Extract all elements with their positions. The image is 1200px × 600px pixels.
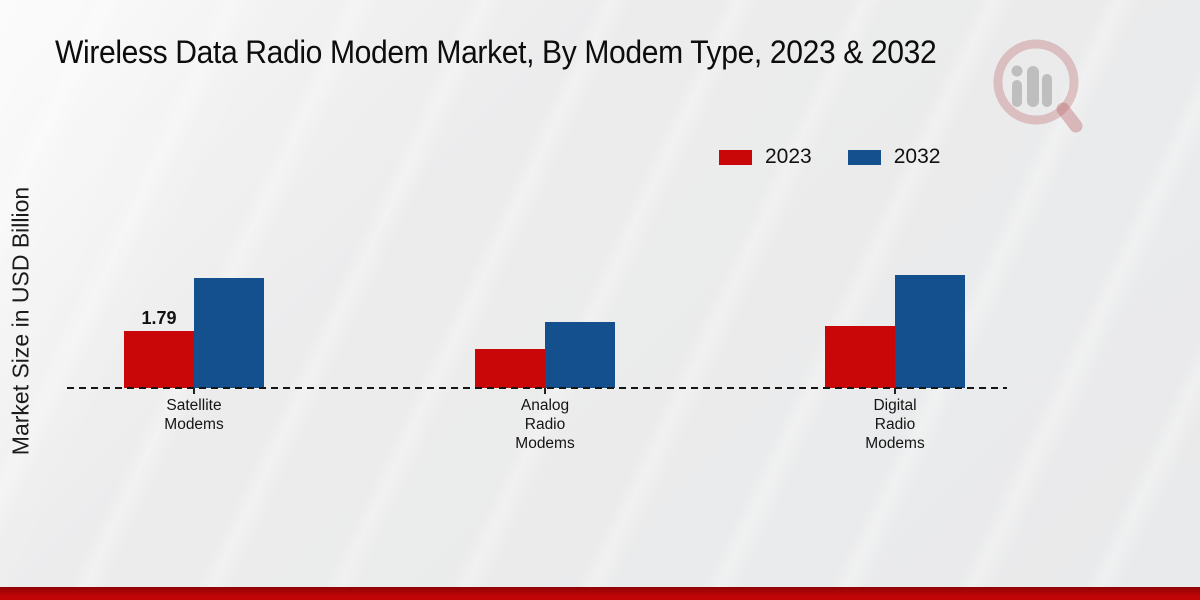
legend-label-2032: 2032 [893, 145, 941, 168]
bar-2023-digital-radio-modems [825, 326, 895, 388]
brand-watermark-icon [993, 39, 1083, 133]
y-axis-label: Market Size in USD Billion [7, 186, 34, 456]
bar-2032-digital-radio-modems [895, 275, 965, 388]
category-label-analog-radio-modems: Analog Radio Modems [515, 397, 575, 452]
bar-2023-analog-radio-modems [475, 349, 545, 388]
category-label-digital-radio-modems: Digital Radio Modems [865, 397, 925, 452]
category-label-satellite-modems: Satellite Modems [164, 397, 224, 433]
bar-value-label: 1.79 [141, 308, 177, 328]
x-axis-tick-satellite-modems [193, 388, 195, 394]
legend-swatch-2032 [847, 149, 881, 165]
bar-2032-satellite-modems [194, 278, 264, 388]
legend-label-2023: 2023 [765, 145, 812, 168]
x-axis-tick-analog-radio-modems [544, 388, 546, 394]
x-axis-baseline [67, 387, 1007, 389]
legend-swatch-2023 [719, 149, 752, 165]
legend: 2023 2032 [719, 145, 940, 169]
x-axis-tick-digital-radio-modems [894, 388, 896, 394]
bar-2032-analog-radio-modems [545, 322, 615, 388]
chart-title: Wireless Data Radio Modem Market, By Mod… [55, 34, 937, 70]
bar-2023-satellite-modems [124, 331, 194, 388]
footer-accent-bar [0, 587, 1200, 600]
